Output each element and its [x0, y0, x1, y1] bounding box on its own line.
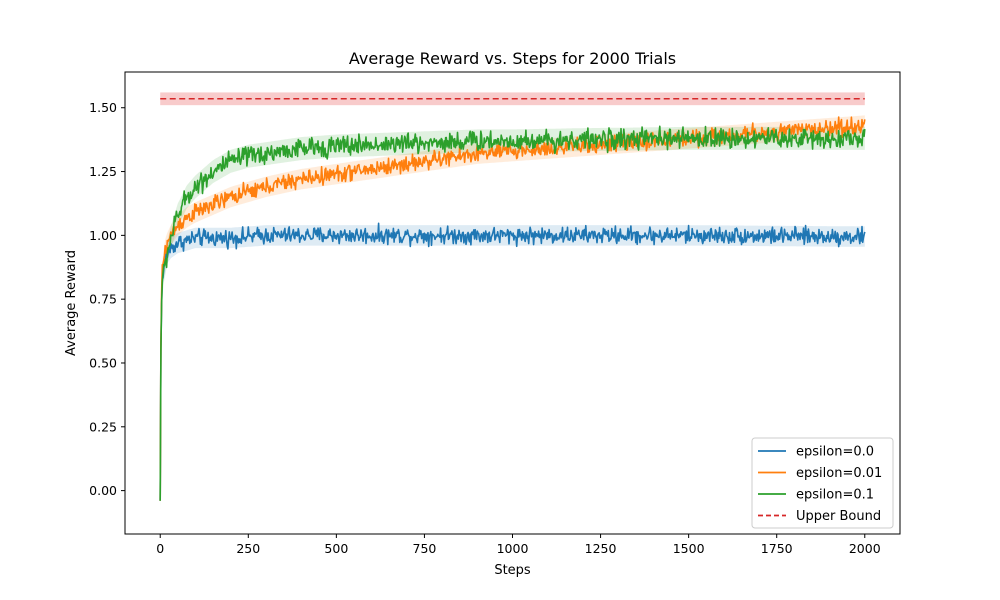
x-tick-label: 250: [236, 541, 260, 556]
y-axis-ticks: 0.00 0.25 0.50 0.75 1.00 1.25 1.50: [89, 100, 125, 498]
x-axis-label: Steps: [494, 563, 531, 578]
band-epsilon-0-1: [160, 126, 865, 513]
y-tick-label: 0.00: [89, 483, 117, 498]
legend-label-epsilon-0-01: epsilon=0.01: [796, 466, 882, 481]
y-tick-label: 1.00: [89, 228, 117, 243]
x-tick-label: 500: [324, 541, 348, 556]
x-tick-label: 2000: [849, 541, 881, 556]
series-line-epsilon-0-01: [159, 116, 866, 501]
x-tick-label: 750: [413, 541, 437, 556]
legend-label-upper-bound: Upper Bound: [796, 509, 881, 524]
legend-box: [751, 437, 894, 529]
y-axis-label: Average Reward: [64, 250, 79, 356]
x-tick-label: 0: [156, 541, 164, 556]
legend-label-epsilon-0-0: epsilon=0.0: [796, 445, 874, 460]
chart-title: Average Reward vs. Steps for 2000 Trials: [349, 49, 676, 68]
series-line-epsilon-0-0: [159, 222, 866, 501]
y-tick-label: 1.50: [89, 100, 117, 115]
legend-label-epsilon-0-1: epsilon=0.1: [796, 488, 874, 503]
x-tick-label: 1000: [497, 541, 529, 556]
y-tick-label: 0.50: [89, 355, 117, 370]
series-lines: [159, 98, 866, 501]
x-tick-label: 1250: [585, 541, 617, 556]
x-tick-label: 1750: [761, 541, 793, 556]
x-tick-label: 1500: [673, 541, 705, 556]
y-tick-label: 0.25: [89, 419, 117, 434]
legend: epsilon=0.0 epsilon=0.01 epsilon=0.1 Upper …: [751, 437, 894, 529]
series-line-epsilon-0-1: [159, 125, 866, 501]
y-tick-label: 1.25: [89, 164, 117, 179]
x-axis-ticks: 0 250 500 750 1000 1250 1500 1750 2000: [156, 534, 881, 556]
y-tick-label: 0.75: [89, 292, 117, 307]
